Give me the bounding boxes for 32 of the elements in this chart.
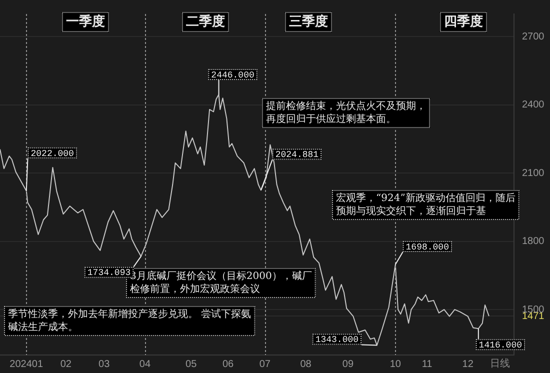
x-tick-label: 202401 bbox=[10, 358, 44, 370]
x-tick-label: 06 bbox=[222, 358, 234, 370]
annotation: 季节性淡季，外加去年新增投产逐步兑现。 尝试下探氨碱法生产成本。 bbox=[8, 308, 252, 334]
annotation: 提前检修结束，光伏点火不及预期，再度回归于供应过剩基本面。 bbox=[266, 100, 426, 126]
annotation: 1416.000 bbox=[478, 340, 522, 351]
y-tick-label: 1800 bbox=[522, 236, 545, 248]
x-tick-label: 12 bbox=[462, 358, 474, 370]
y-tick-label: 2700 bbox=[522, 31, 545, 42]
annotation: 三季度 bbox=[289, 13, 328, 30]
annotation: 一季度 bbox=[66, 13, 105, 30]
x-tick-label: 02 bbox=[60, 358, 72, 370]
x-tick-label: 11 bbox=[422, 358, 433, 370]
x-tick-label: 08 bbox=[300, 358, 312, 370]
x-tick-label: 07 bbox=[259, 358, 271, 370]
annotation: 宏观季，“924”新政驱动估值回归，随后预期与现实交织下，逐渐回归于基 bbox=[336, 192, 516, 218]
y-tick-label: 1471 bbox=[522, 310, 545, 322]
x-tick-label: 09 bbox=[342, 358, 354, 370]
annotation: 二季度 bbox=[186, 13, 225, 30]
y-tick-label: 2400 bbox=[522, 100, 545, 111]
annotation: 1698.000 bbox=[406, 242, 449, 252]
annotation: 四季度 bbox=[444, 13, 483, 30]
x-tick-label: 03 bbox=[98, 358, 110, 370]
y-tick-label: 2100 bbox=[522, 168, 545, 179]
annotation: 2024.881 bbox=[275, 150, 319, 160]
annotation: 2446.000 bbox=[211, 70, 254, 80]
x-tick-label: 04 bbox=[139, 358, 151, 370]
annotation: 1734.093 bbox=[87, 268, 131, 278]
annotation: 1343.000 bbox=[315, 335, 359, 346]
x-tick-label: 10 bbox=[390, 358, 402, 370]
text: 日线 bbox=[490, 358, 510, 370]
annotation: 2022.000 bbox=[30, 148, 74, 159]
x-tick-label: 05 bbox=[186, 358, 198, 370]
